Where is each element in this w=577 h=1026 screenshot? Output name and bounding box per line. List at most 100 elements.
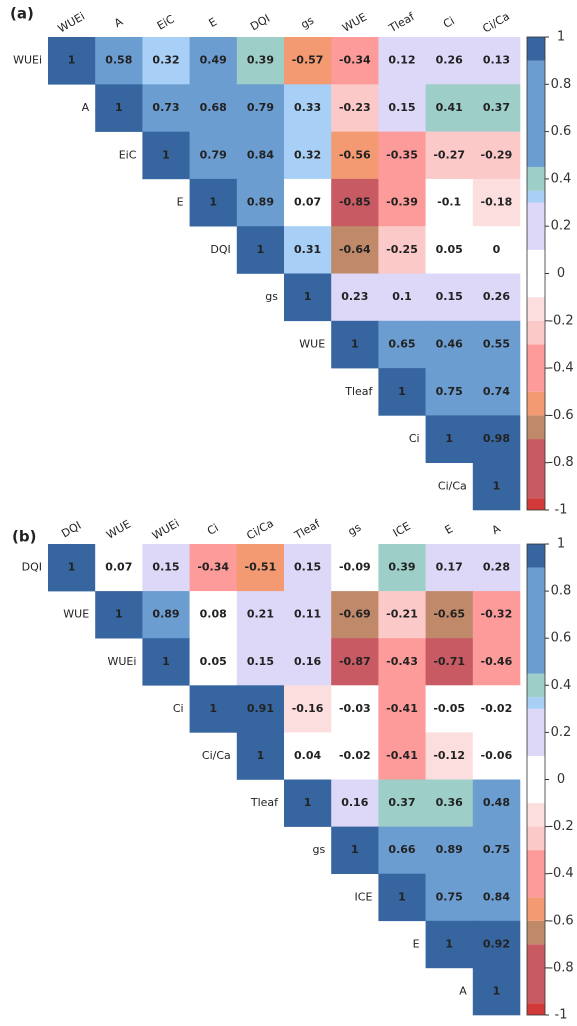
heatmap-cell — [331, 544, 379, 592]
colorbar-bin — [527, 391, 545, 416]
colorbar-bin — [527, 249, 545, 298]
heatmap-cell — [189, 131, 238, 180]
cell-value: -0.25 — [386, 243, 418, 256]
colorbar-tick-label: 0 — [557, 266, 565, 281]
cell-value: 1 — [257, 243, 265, 256]
cell-value: 0.37 — [483, 101, 510, 114]
cell-value: 0.98 — [483, 432, 510, 445]
heatmap-cell — [472, 873, 521, 922]
heatmap-cell — [95, 84, 143, 132]
cell-value: -0.41 — [386, 749, 418, 762]
cell-value: -0.69 — [339, 608, 371, 621]
heatmap-cell — [425, 178, 474, 227]
cell-value: 0.16 — [294, 655, 321, 668]
cell-value: -0.35 — [386, 148, 418, 161]
cell-value: 0.1 — [392, 290, 412, 303]
column-label: Tleaf — [386, 10, 418, 36]
cell-value: -0.41 — [386, 702, 418, 715]
row-label: E — [177, 196, 184, 209]
heatmap-cell — [236, 544, 285, 592]
cell-value: 1 — [68, 54, 76, 67]
heatmap-cell — [425, 84, 474, 132]
cell-value: 0.05 — [200, 655, 227, 668]
heatmap-cell — [425, 273, 474, 322]
colorbar-bin — [527, 708, 545, 756]
cell-value: 0.41 — [436, 101, 463, 114]
row-label: WUEi — [107, 655, 136, 668]
cell-value: 1 — [257, 749, 265, 762]
heatmap-cell — [331, 685, 379, 733]
cell-value: 0 — [493, 243, 501, 256]
column-label: Ci — [441, 14, 457, 31]
cell-value: 0.15 — [388, 101, 415, 114]
cell-value: 0.13 — [483, 54, 510, 67]
cell-value: 0.84 — [247, 148, 274, 161]
colorbar-bin — [527, 344, 545, 392]
heatmap-cell — [142, 591, 190, 639]
cell-value: -0.85 — [339, 196, 371, 209]
colorbar-tick-label: 0.2 — [551, 219, 572, 234]
cell-value: 0.79 — [247, 101, 274, 114]
column-label: WUEi — [56, 10, 88, 36]
column-label: DQI — [248, 12, 272, 33]
cell-value: 0.55 — [483, 337, 510, 350]
colorbar-bin — [527, 190, 545, 203]
heatmap-cell — [378, 273, 426, 322]
colorbar-bin — [527, 755, 545, 804]
cell-value: 0.28 — [483, 561, 510, 574]
column-label: gs — [346, 521, 364, 539]
heatmap-cell — [378, 84, 426, 132]
colorbar-bin — [527, 439, 545, 499]
colorbar-bin — [527, 202, 545, 250]
cell-value: 0.73 — [152, 101, 179, 114]
cell-value: -0.43 — [386, 655, 418, 668]
colorbar-tick-label: -0.2 — [548, 819, 573, 834]
cell-value: -0.29 — [481, 148, 513, 161]
colorbar-tick-label: -0.2 — [548, 313, 573, 328]
cell-value: 0.39 — [247, 54, 274, 67]
row-label: WUE — [299, 337, 325, 350]
heatmap-cell — [236, 732, 285, 780]
column-label: EiC — [155, 12, 177, 32]
colorbar-bin — [527, 320, 545, 345]
heatmap-cell — [331, 37, 379, 85]
heatmap-cell — [378, 131, 426, 180]
heatmap-cell — [472, 273, 521, 322]
heatmap-cell — [331, 131, 379, 180]
cell-value: 1 — [304, 290, 312, 303]
colorbar-bin — [527, 803, 545, 827]
heatmap-cell — [284, 84, 332, 132]
heatmap-cell — [189, 37, 238, 85]
row-label: Ci/Ca — [202, 749, 231, 762]
colorbar-tick-label: 0.4 — [551, 678, 572, 693]
cell-value: 0.05 — [436, 243, 463, 256]
heatmap-cell — [425, 685, 474, 733]
cell-value: 0.12 — [388, 54, 415, 67]
cell-value: 0.15 — [436, 290, 463, 303]
cell-value: 0.08 — [200, 608, 227, 621]
row-label: Tleaf — [250, 796, 279, 809]
colorbar-bin — [527, 60, 545, 168]
colorbar-tick-label: 0.2 — [551, 725, 572, 740]
cell-value: 0.39 — [388, 561, 415, 574]
heatmap-cell — [284, 779, 332, 827]
cell-value: 0.46 — [436, 337, 463, 350]
cell-value: -0.87 — [339, 655, 371, 668]
heatmap-cell — [425, 37, 474, 85]
heatmap-cell — [331, 591, 379, 639]
cell-value: 1 — [493, 479, 501, 492]
heatmap-cell — [189, 591, 238, 639]
heatmap-cell — [378, 178, 426, 227]
colorbar-bin — [527, 1003, 545, 1015]
cell-value: -0.27 — [433, 148, 465, 161]
heatmap-cell — [284, 591, 332, 639]
row-label: Tleaf — [344, 385, 373, 398]
cell-value: -0.34 — [197, 561, 229, 574]
heatmap-cell — [425, 732, 474, 780]
cell-value: 1 — [209, 702, 217, 715]
panel-label: (a) — [10, 5, 34, 23]
cell-value: -0.64 — [339, 243, 371, 256]
heatmap-cell — [472, 37, 521, 85]
heatmap-cell — [331, 732, 379, 780]
heatmap-cell — [378, 368, 426, 416]
